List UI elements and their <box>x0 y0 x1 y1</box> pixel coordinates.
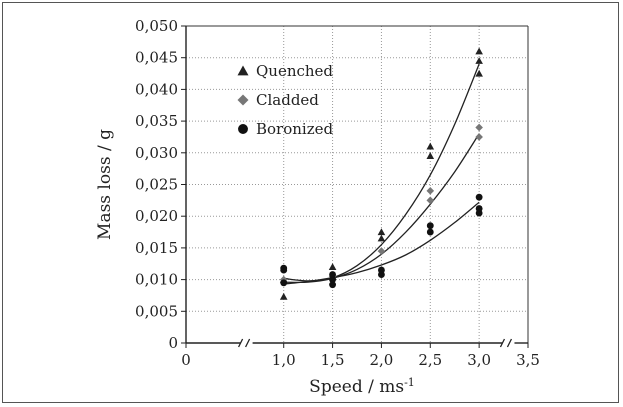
grid-lines <box>186 25 528 343</box>
quenched-point-0 <box>279 292 288 300</box>
boronized-point-9 <box>426 222 434 230</box>
legend-label-cladded: Cladded <box>256 91 319 109</box>
quenched-point-4 <box>377 234 386 242</box>
y-tick-label-0: 0 <box>168 334 178 352</box>
x-tick-labels: 0 1,0 1,5 2,0 2,5 3,0 3,5 <box>181 351 540 369</box>
quenched-point-10 <box>475 47 483 55</box>
x-tick-label-1: 1,0 <box>272 351 296 369</box>
x-tick-label-0: 0 <box>181 351 191 369</box>
x-axis-label: Speed / ms-1 <box>309 376 415 398</box>
x-axis-label-superscript: -1 <box>404 376 415 389</box>
cladded-point-3 <box>426 187 435 195</box>
y-tick-label-5: 0,025 <box>135 176 178 194</box>
axis-break-mark-1 <box>499 338 513 348</box>
legend-label-quenched: Quenched <box>256 62 333 80</box>
chart-frame <box>2 2 619 403</box>
legend-label-boronized: Boronized <box>256 120 333 138</box>
quenched-point-9 <box>475 57 483 64</box>
y-tick-label-10: 0,050 <box>135 17 178 35</box>
x-tick-label-4: 2,5 <box>418 351 442 369</box>
legend-marker-boronized <box>238 124 248 134</box>
boronized-point-8 <box>426 228 434 236</box>
cladded-point-2 <box>377 247 386 255</box>
y-tick-labels: 0 0,005 0,010 0,015 0,020 0,025 0,030 0,035 0,04… <box>135 17 178 352</box>
legend-marker-quenched <box>237 65 249 76</box>
axis-break-mark-0 <box>238 338 251 348</box>
boronized-point-4 <box>329 276 336 284</box>
legend-marker-cladded <box>237 94 249 106</box>
boronized-point-11 <box>475 205 483 213</box>
axes <box>181 25 529 348</box>
x-tick-label-5: 3,0 <box>467 351 491 369</box>
y-tick-label-6: 0,030 <box>135 144 178 162</box>
quenched-point-7 <box>426 142 435 150</box>
y-tick-label-2: 0,010 <box>135 271 178 289</box>
data-points <box>279 47 483 300</box>
y-tick-label-3: 0,015 <box>135 239 178 257</box>
cladded-point-5 <box>475 133 483 141</box>
y-tick-label-9: 0,045 <box>135 49 178 67</box>
x-tick-label-2: 1,5 <box>321 351 345 369</box>
cladded-point-4 <box>426 196 435 205</box>
quenched-point-6 <box>426 152 435 160</box>
fit-curve-boronized <box>283 201 480 285</box>
quenched-point-8 <box>475 69 483 77</box>
y-tick-label-8: 0,040 <box>135 80 178 98</box>
y-tick-label-7: 0,035 <box>135 112 178 130</box>
x-tick-label-3: 2,0 <box>369 351 393 369</box>
x-tick-label-6: 3,5 <box>516 351 540 369</box>
boronized-point-3 <box>329 281 336 289</box>
y-axis-label: Mass loss / g <box>95 129 115 240</box>
x-axis-label-text: Speed / ms <box>309 377 404 397</box>
cladded-point-6 <box>475 123 483 132</box>
boronized-point-7 <box>378 266 385 274</box>
boronized-point-5 <box>329 271 336 278</box>
quenched-point-5 <box>377 228 386 236</box>
y-tick-label-4: 0,020 <box>135 207 178 225</box>
boronized-point-12 <box>475 193 483 201</box>
legend: Quenched Cladded Boronized <box>237 62 333 138</box>
boronized-point-2 <box>280 264 288 272</box>
y-tick-label-1: 0,005 <box>135 302 178 320</box>
quenched-point-3 <box>328 263 337 270</box>
boronized-point-0 <box>280 279 288 287</box>
